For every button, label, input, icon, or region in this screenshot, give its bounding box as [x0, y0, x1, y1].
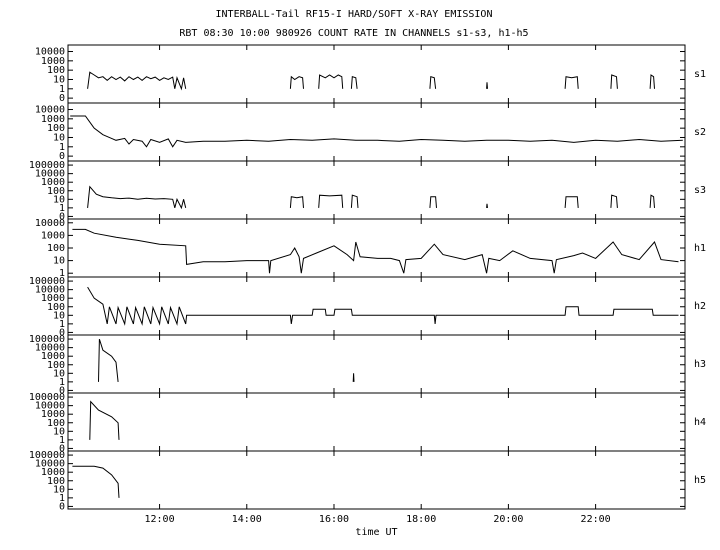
panel-frame: [67, 276, 686, 336]
x-tick-label: 18:00: [406, 514, 436, 525]
y-tick-label: 1000: [41, 56, 65, 67]
y-tick-label: 1000: [41, 177, 65, 188]
y-tick-label: 100000: [29, 450, 65, 461]
y-tick-label: 100000: [29, 334, 65, 345]
data-line: [87, 286, 679, 326]
y-tick-label: 100: [47, 65, 65, 76]
y-tick-label: 100: [47, 360, 65, 371]
data-line: [87, 185, 655, 210]
y-tick-label: 10000: [35, 285, 65, 296]
data-line: [89, 400, 120, 440]
panel-label: h4: [694, 417, 706, 428]
data-line: [70, 115, 683, 148]
y-tick-label: 10000: [35, 47, 65, 58]
data-line: [87, 71, 655, 91]
y-tick-label: 10: [53, 426, 65, 437]
panel-frame: [67, 44, 686, 104]
y-tick-label: 1: [59, 435, 65, 446]
data-line: [72, 465, 120, 498]
x-tick-label: 16:00: [319, 514, 349, 525]
panel-frame: [67, 218, 686, 278]
y-tick-label: 10000: [35, 169, 65, 180]
y-tick-label: 1: [59, 493, 65, 504]
x-tick-label: 22:00: [581, 514, 611, 525]
y-tick-label: 1000: [41, 467, 65, 478]
panel-label: s1: [694, 69, 706, 80]
y-tick-label: 10: [53, 74, 65, 85]
y-tick-label: 1: [59, 203, 65, 214]
y-tick-label: 10000: [35, 459, 65, 470]
y-tick-label: 1000: [41, 293, 65, 304]
y-tick-label: 1: [59, 84, 65, 95]
y-tick-label: 100: [47, 476, 65, 487]
y-tick-label: 10000: [35, 401, 65, 412]
panel-label: h5: [694, 475, 706, 486]
y-tick-label: 0: [59, 443, 65, 454]
panel-label: s3: [694, 185, 706, 196]
y-tick-label: 0: [59, 211, 65, 222]
x-axis-label: time UT: [355, 527, 397, 538]
panel-frame: [67, 392, 686, 452]
y-tick-label: 0: [59, 93, 65, 104]
y-tick-label: 1: [59, 142, 65, 153]
y-tick-label: 1000: [41, 351, 65, 362]
y-tick-label: 10000: [35, 343, 65, 354]
y-tick-label: 10: [53, 256, 65, 267]
y-tick-label: 0: [59, 501, 65, 512]
panel-frame: [67, 334, 686, 394]
y-tick-label: 10: [53, 194, 65, 205]
y-tick-label: 0: [59, 385, 65, 396]
chart-subtitle: RBT 08:30 10:00 980926 COUNT RATE IN CHA…: [179, 28, 528, 39]
panel-frame: [67, 450, 686, 510]
chart-title: INTERBALL-Tail RF15-I HARD/SOFT X-RAY EM…: [216, 9, 493, 20]
y-tick-label: 100: [47, 418, 65, 429]
data-line: [98, 338, 355, 382]
y-tick-label: 1: [59, 319, 65, 330]
y-tick-label: 100: [47, 123, 65, 134]
y-tick-label: 100000: [29, 392, 65, 403]
y-tick-label: 10000: [35, 218, 65, 229]
y-tick-label: 1: [59, 377, 65, 388]
x-tick-label: 20:00: [493, 514, 523, 525]
y-tick-label: 100000: [29, 160, 65, 171]
panel-label: h1: [694, 243, 706, 254]
panel-label: h2: [694, 301, 706, 312]
y-tick-label: 10: [53, 310, 65, 321]
y-tick-label: 1000: [41, 114, 65, 125]
panel-frame: [67, 102, 686, 162]
y-tick-label: 1000: [41, 409, 65, 420]
data-line: [72, 228, 679, 274]
y-tick-label: 10: [53, 132, 65, 143]
y-tick-label: 10: [53, 484, 65, 495]
y-tick-label: 100: [47, 186, 65, 197]
panel-label: h3: [694, 359, 706, 370]
y-tick-label: 10: [53, 368, 65, 379]
y-tick-label: 1: [59, 268, 65, 279]
y-tick-label: 0: [59, 151, 65, 162]
x-tick-label: 12:00: [145, 514, 175, 525]
y-tick-label: 100: [47, 243, 65, 254]
panel-label: s2: [694, 127, 706, 138]
panel-frame: [67, 160, 686, 220]
x-tick-label: 14:00: [232, 514, 262, 525]
y-tick-label: 1000: [41, 230, 65, 241]
y-tick-label: 10000: [35, 105, 65, 116]
y-tick-label: 100000: [29, 276, 65, 287]
y-tick-label: 100: [47, 302, 65, 313]
y-tick-label: 0: [59, 327, 65, 338]
